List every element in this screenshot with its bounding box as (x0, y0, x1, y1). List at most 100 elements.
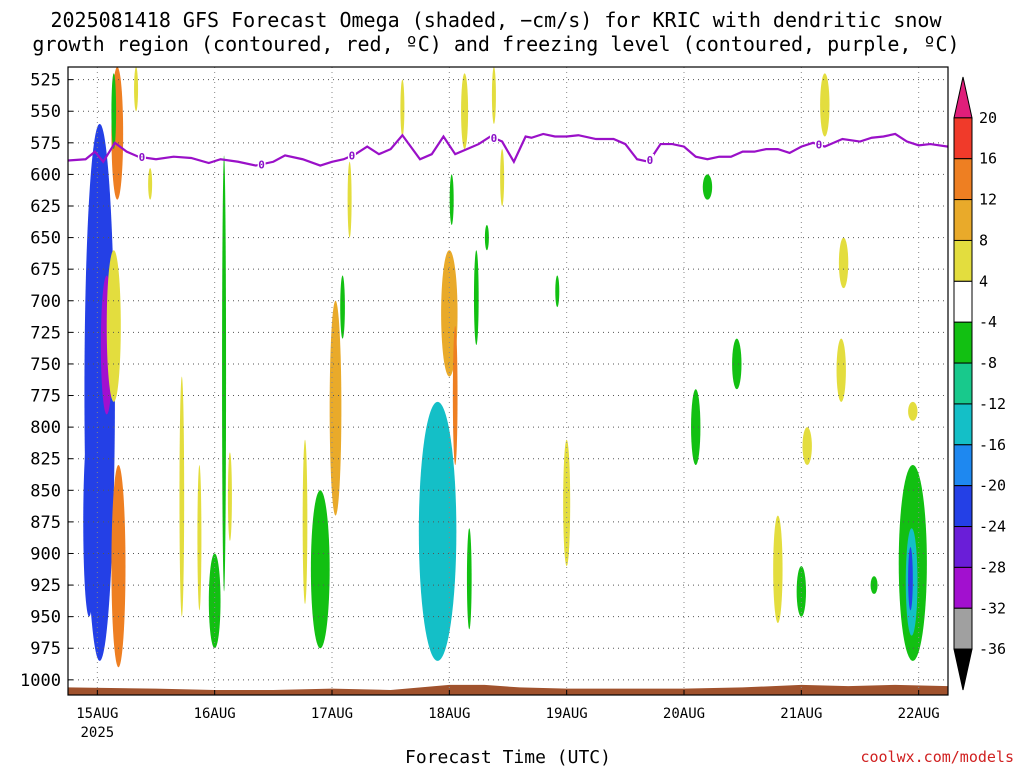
omega-shading (83, 67, 927, 668)
omega-cell-17 (302, 439, 308, 605)
plot-frame (67, 66, 949, 696)
y-tick-label-825: 825 (30, 450, 61, 470)
colorbar-tick-9: -20 (979, 477, 1006, 495)
omega-cell-21 (418, 401, 457, 661)
omega-cell-8 (148, 168, 153, 200)
colorbar-bin-14 (953, 648, 973, 691)
x-tick-label-19AUG: 19AUG (546, 706, 588, 722)
colorbar-tick-11: -28 (979, 558, 1006, 576)
freezing-level-label-4: 0 (647, 154, 654, 167)
freezing-level-label-1: 0 (258, 158, 265, 171)
omega-cell-23 (473, 250, 479, 345)
y-tick-label-1000: 1000 (20, 671, 61, 691)
omega-cell-38 (802, 427, 812, 466)
omega-cell-33 (702, 174, 713, 200)
omega-cell-18 (347, 161, 352, 238)
freezing-level-line (68, 132, 948, 167)
colorbar-bin-5 (953, 280, 973, 323)
omega-cell-27 (500, 149, 505, 206)
omega-cell-11 (179, 376, 185, 617)
freezing-label-bg-1 (257, 158, 266, 170)
colorbar-tick-1: 16 (979, 150, 997, 168)
colorbar-bin-4 (953, 239, 973, 282)
omega-cell-44 (870, 576, 878, 594)
omega-cell-40 (796, 566, 807, 617)
colorbar-bin-13 (953, 607, 973, 650)
x-tick-label-18AUG: 18AUG (428, 706, 470, 722)
x-tick-label-20AUG: 20AUG (663, 706, 705, 722)
omega-cell-6 (111, 465, 126, 668)
omega-cell-5 (106, 250, 121, 402)
colorbar-tick-6: -8 (979, 354, 997, 372)
omega-cell-36 (838, 237, 849, 289)
omega-cell-14 (329, 300, 342, 516)
ground-surface (68, 684, 948, 695)
chart-title-line-1: 2025081418 GFS Forecast Omega (shaded, −… (50, 8, 942, 32)
y-tick-label-550: 550 (30, 102, 61, 122)
colorbar-bin-2 (953, 158, 973, 201)
omega-cell-43 (908, 547, 913, 611)
freezing-label-bg-0 (137, 151, 146, 163)
y-tick-label-650: 650 (30, 229, 61, 249)
y-tick-label-750: 750 (30, 355, 61, 375)
credit-text: coolwx.com/models (860, 748, 1014, 766)
y-tick-label-975: 975 (30, 639, 61, 659)
omega-cell-15 (310, 490, 330, 649)
omega-cell-22 (466, 528, 472, 630)
colorbar: 20 16 12 8 4 -4 -8 -12 -16 -20 -24 -28 -32 -36 (953, 76, 1006, 691)
colorbar-bin-3 (953, 199, 973, 241)
omega-cell-7 (134, 67, 139, 112)
freezing-label-bg-4 (645, 153, 654, 165)
omega-cell-37 (836, 338, 846, 402)
colorbar-tick-0: 20 (979, 109, 997, 127)
colorbar-tick-8: -16 (979, 436, 1006, 454)
colorbar-tick-5: -4 (979, 313, 997, 331)
omega-cell-28 (484, 224, 489, 251)
freezing-level-label-0: 0 (139, 151, 146, 164)
omega-cell-31 (555, 275, 560, 308)
colorbar-bin-8 (953, 403, 973, 446)
colorbar-bin-0 (953, 76, 973, 119)
colorbar-tick-7: -12 (979, 395, 1006, 413)
freezing-level-label-3: 0 (491, 132, 498, 145)
x-axis-label: Forecast Time (UTC) (405, 747, 611, 768)
y-tick-label-725: 725 (30, 323, 61, 343)
y-tick-label-925: 925 (30, 576, 61, 596)
omega-cell-45 (908, 401, 918, 421)
omega-cell-10 (222, 155, 227, 592)
colorbar-bin-10 (953, 485, 973, 528)
x-tick-label-16AUG: 16AUG (194, 706, 236, 722)
colorbar-bin-6 (953, 321, 973, 364)
colorbar-bin-7 (953, 362, 973, 405)
y-tick-label-950: 950 (30, 608, 61, 628)
y-tick-label-525: 525 (30, 71, 61, 91)
colorbar-tick-13: -36 (979, 640, 1006, 658)
x-tick-label-21AUG: 21AUG (780, 706, 822, 722)
x-tick-sublabel-15AUG: 2025 (80, 725, 114, 741)
omega-cell-13 (227, 452, 232, 541)
x-tick-label-17AUG: 17AUG (311, 706, 353, 722)
x-tick-label-15AUG: 15AUG (76, 706, 118, 722)
omega-cell-24 (449, 174, 454, 225)
omega-cell-34 (732, 338, 742, 390)
omega-cell-39 (773, 515, 783, 623)
y-tick-label-875: 875 (30, 513, 61, 533)
y-tick-label-775: 775 (30, 387, 61, 407)
omega-cell-29 (400, 79, 405, 137)
freezing-level-label-5: 0 (816, 139, 823, 152)
y-tick-label-700: 700 (30, 292, 61, 312)
omega-cell-12 (197, 465, 202, 611)
omega-cell-9 (208, 553, 221, 649)
colorbar-bin-1 (953, 117, 973, 160)
omega-cell-26 (491, 67, 496, 124)
y-tick-label-800: 800 (30, 418, 61, 438)
chart-title-line-2: growth region (contoured, red, ºC) and f… (32, 32, 959, 56)
omega-cell-2 (83, 427, 95, 617)
y-tick-label-850: 850 (30, 481, 61, 501)
omega-cell-20 (452, 326, 458, 466)
freezing-label-bg-2 (347, 149, 356, 161)
colorbar-tick-4: 4 (979, 272, 988, 290)
omega-cell-32 (691, 389, 701, 466)
y-tick-label-600: 600 (30, 165, 61, 185)
